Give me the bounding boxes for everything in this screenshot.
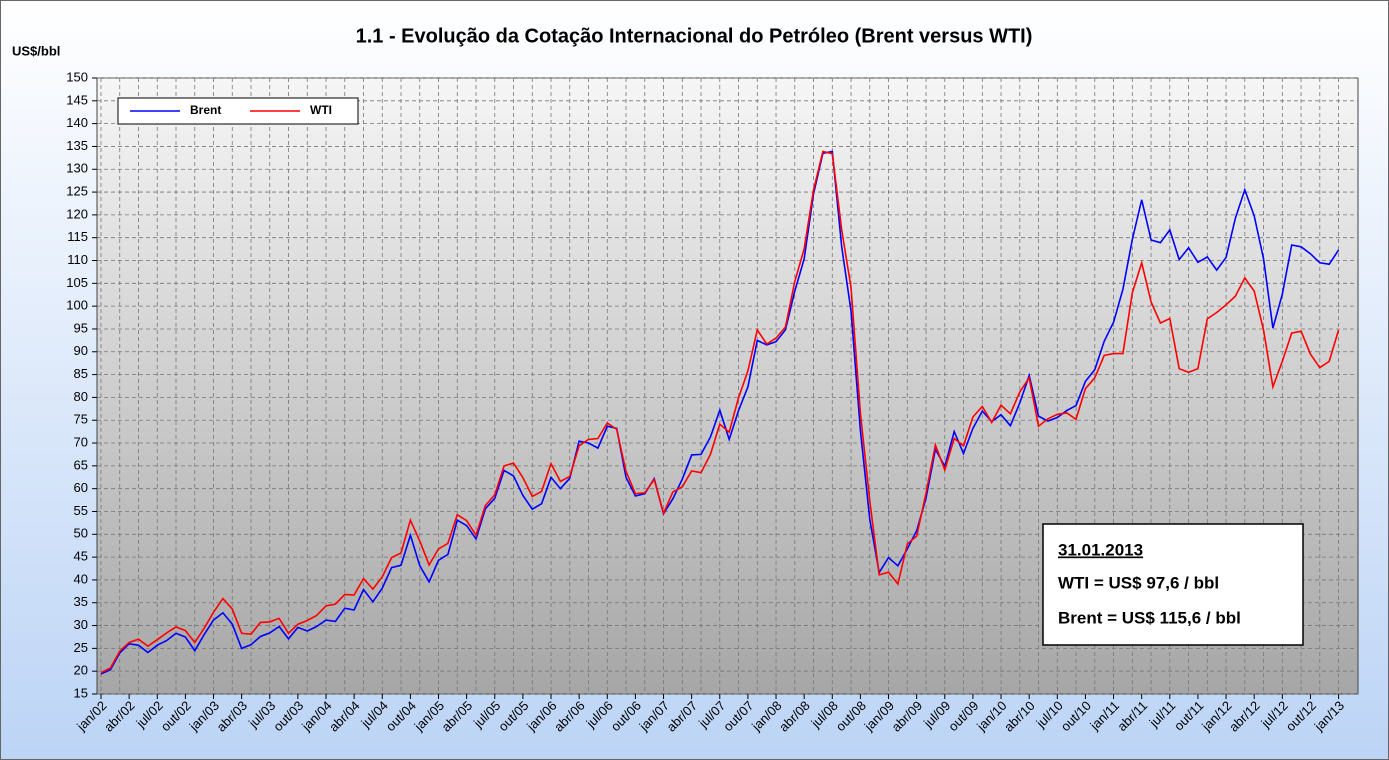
- y-tick-label: 130: [66, 161, 88, 176]
- y-axis-label: US$/bbl: [12, 43, 60, 58]
- y-tick-label: 20: [74, 663, 88, 678]
- annotation-brent: Brent = US$ 115,6 / bbl: [1058, 608, 1241, 627]
- y-tick-label: 90: [74, 343, 88, 358]
- y-tick-label: 55: [74, 503, 88, 518]
- legend-label: WTI: [310, 103, 332, 117]
- y-tick-label: 65: [74, 457, 88, 472]
- y-tick-label: 100: [66, 298, 88, 313]
- y-tick-label: 35: [74, 594, 88, 609]
- annotation-box: [1042, 523, 1304, 646]
- y-tick-label: 70: [74, 434, 88, 449]
- y-tick-label: 115: [67, 229, 88, 244]
- y-tick-label: 80: [74, 389, 88, 404]
- y-tick-label: 15: [74, 685, 88, 700]
- series-line: [100, 150, 1340, 675]
- y-tick-label: 50: [74, 526, 88, 541]
- y-tick-label: 140: [66, 115, 88, 130]
- y-tick-label: 125: [66, 184, 88, 199]
- y-tick-label: 150: [66, 69, 88, 84]
- y-tick-label: 95: [74, 320, 88, 335]
- y-tick-label: 45: [74, 549, 88, 564]
- y-tick-label: 105: [66, 275, 88, 290]
- y-tick-label: 110: [67, 252, 88, 267]
- y-tick-label: 40: [74, 571, 88, 586]
- annotation-wti: WTI = US$ 97,6 / bbl: [1058, 573, 1219, 592]
- legend-label: Brent: [190, 103, 221, 117]
- annotation-date: 31.01.2013: [1058, 540, 1143, 559]
- y-tick-label: 30: [74, 617, 88, 632]
- y-tick-label: 25: [74, 640, 88, 655]
- y-tick-label: 60: [74, 480, 88, 495]
- y-tick-label: 135: [66, 138, 88, 153]
- y-tick-label: 85: [74, 366, 88, 381]
- y-tick-label: 75: [74, 412, 88, 427]
- chart-title: 1.1 - Evolução da Cotação Internacional …: [356, 25, 1033, 47]
- y-tick-label: 145: [66, 92, 88, 107]
- series-line: [100, 150, 1340, 674]
- y-tick-label: 120: [66, 206, 88, 221]
